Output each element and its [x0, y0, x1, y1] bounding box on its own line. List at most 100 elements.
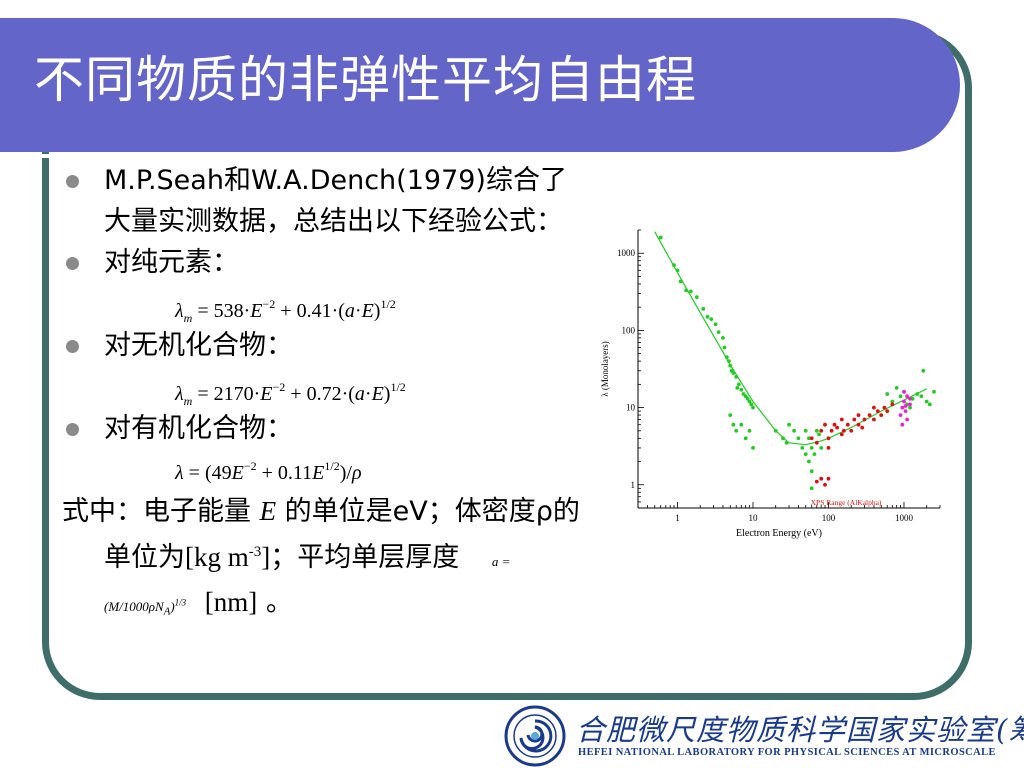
lab-name-english: HEFEI NATIONAL LABORATORY FOR PHYSICAL S…	[578, 747, 996, 758]
data-point-green	[919, 394, 924, 399]
data-point-red	[823, 422, 827, 427]
data-point-magenta	[908, 402, 912, 407]
data-point-green	[721, 336, 725, 340]
data-point-green	[678, 279, 683, 284]
xps-range-annotation: XPS Range (AlKalpha)	[811, 498, 882, 507]
title-bar	[0, 18, 960, 158]
data-point-green	[803, 452, 808, 456]
data-point-magenta	[903, 409, 908, 413]
title-underline	[0, 154, 905, 158]
data-point-red	[872, 417, 876, 422]
data-point-red	[856, 413, 861, 417]
data-point-green	[709, 317, 714, 321]
data-point-green	[915, 392, 920, 396]
data-point-red	[829, 428, 834, 433]
data-point-green	[809, 469, 814, 474]
data-point-red	[823, 482, 827, 487]
data-point-red	[849, 428, 854, 433]
data-point-red	[835, 425, 839, 430]
data-point-red	[826, 476, 831, 481]
data-point-magenta	[898, 413, 903, 417]
data-point-red	[819, 428, 824, 433]
data-point-red	[809, 436, 814, 441]
data-point-green	[807, 459, 811, 464]
data-point-red	[879, 413, 884, 417]
data-point-magenta	[900, 422, 905, 427]
data-point-green	[894, 386, 899, 390]
data-point-green	[727, 359, 731, 363]
data-point-green	[694, 295, 699, 299]
data-point-green	[737, 382, 741, 387]
x-tick-label: 1000	[895, 513, 914, 523]
data-point-green	[787, 422, 791, 427]
data-point-green	[705, 314, 710, 319]
data-point-red	[842, 428, 846, 433]
data-point-green	[803, 428, 808, 433]
data-point-green	[807, 436, 811, 441]
lab-emblem-icon	[504, 705, 566, 767]
y-tick-label: 10	[626, 403, 636, 413]
monolayer-thickness-formula: a = (M/1000ρNA)1/3	[104, 554, 511, 618]
data-point-green	[784, 440, 789, 445]
data-point-green	[812, 452, 817, 456]
data-point-green	[745, 396, 750, 401]
bullet-organic: 对有机化合物：	[62, 408, 592, 449]
data-point-green	[814, 428, 819, 433]
data-point-magenta	[902, 389, 906, 394]
data-point-green	[675, 268, 680, 273]
data-point-green	[688, 289, 693, 294]
data-point-green	[924, 399, 929, 404]
data-point-green	[885, 392, 890, 396]
data-point-magenta	[905, 417, 909, 422]
data-point-green	[927, 402, 932, 407]
y-tick-label: 1000	[617, 248, 636, 258]
data-point-green	[658, 235, 663, 240]
data-point-red	[826, 446, 831, 450]
data-point-red	[839, 417, 844, 422]
data-point-magenta	[900, 405, 905, 410]
x-tick-label: 100	[822, 513, 836, 523]
data-point-red	[852, 417, 857, 422]
data-point-red	[882, 405, 887, 410]
data-point-green	[792, 428, 796, 433]
lab-name-chinese: 合肥微尺度物质科学国家实验室(筹)	[576, 713, 1024, 747]
data-point-red	[872, 405, 876, 410]
data-point-green	[728, 413, 733, 417]
data-point-green	[731, 371, 736, 375]
universal-curve	[654, 231, 927, 446]
y-tick-label: 1	[631, 480, 636, 490]
data-point-green	[908, 405, 912, 410]
data-point-green	[731, 422, 736, 427]
data-point-green	[716, 330, 721, 334]
data-point-red	[867, 413, 872, 417]
data-point-green	[921, 368, 926, 373]
data-point-green	[910, 396, 915, 401]
data-point-green	[890, 399, 895, 404]
data-point-red	[832, 422, 837, 427]
data-point-green	[751, 405, 755, 410]
data-point-red	[862, 417, 867, 422]
data-point-green	[728, 363, 733, 368]
data-point-magenta	[905, 394, 909, 399]
data-point-green	[819, 446, 824, 450]
data-point-green	[809, 446, 814, 450]
data-point-green	[672, 263, 676, 268]
imfp-chart: 1 10 100 1000 1 10 100 1000 Electron Energy (eV)…	[600, 229, 941, 539]
data-point-green	[747, 428, 752, 433]
data-point-magenta	[908, 396, 912, 401]
data-point-green	[735, 386, 740, 390]
data-point-green	[773, 428, 778, 433]
data-point-red	[814, 479, 819, 484]
data-point-green	[781, 436, 785, 441]
data-point-red	[890, 402, 895, 407]
lab-logo-footer: 合肥微尺度物质科学国家实验室(筹) HEFEI NATIONAL LABORAT…	[500, 702, 1024, 768]
data-point-green	[817, 432, 821, 437]
x-axis-label: Electron Energy (eV)	[736, 528, 822, 539]
data-point-green	[684, 288, 688, 293]
data-point-green	[724, 355, 729, 360]
data-point-red	[819, 476, 824, 481]
data-point-green	[747, 399, 752, 404]
data-point-red	[860, 425, 865, 430]
data-point-red	[839, 432, 844, 437]
data-point-green	[932, 389, 936, 394]
